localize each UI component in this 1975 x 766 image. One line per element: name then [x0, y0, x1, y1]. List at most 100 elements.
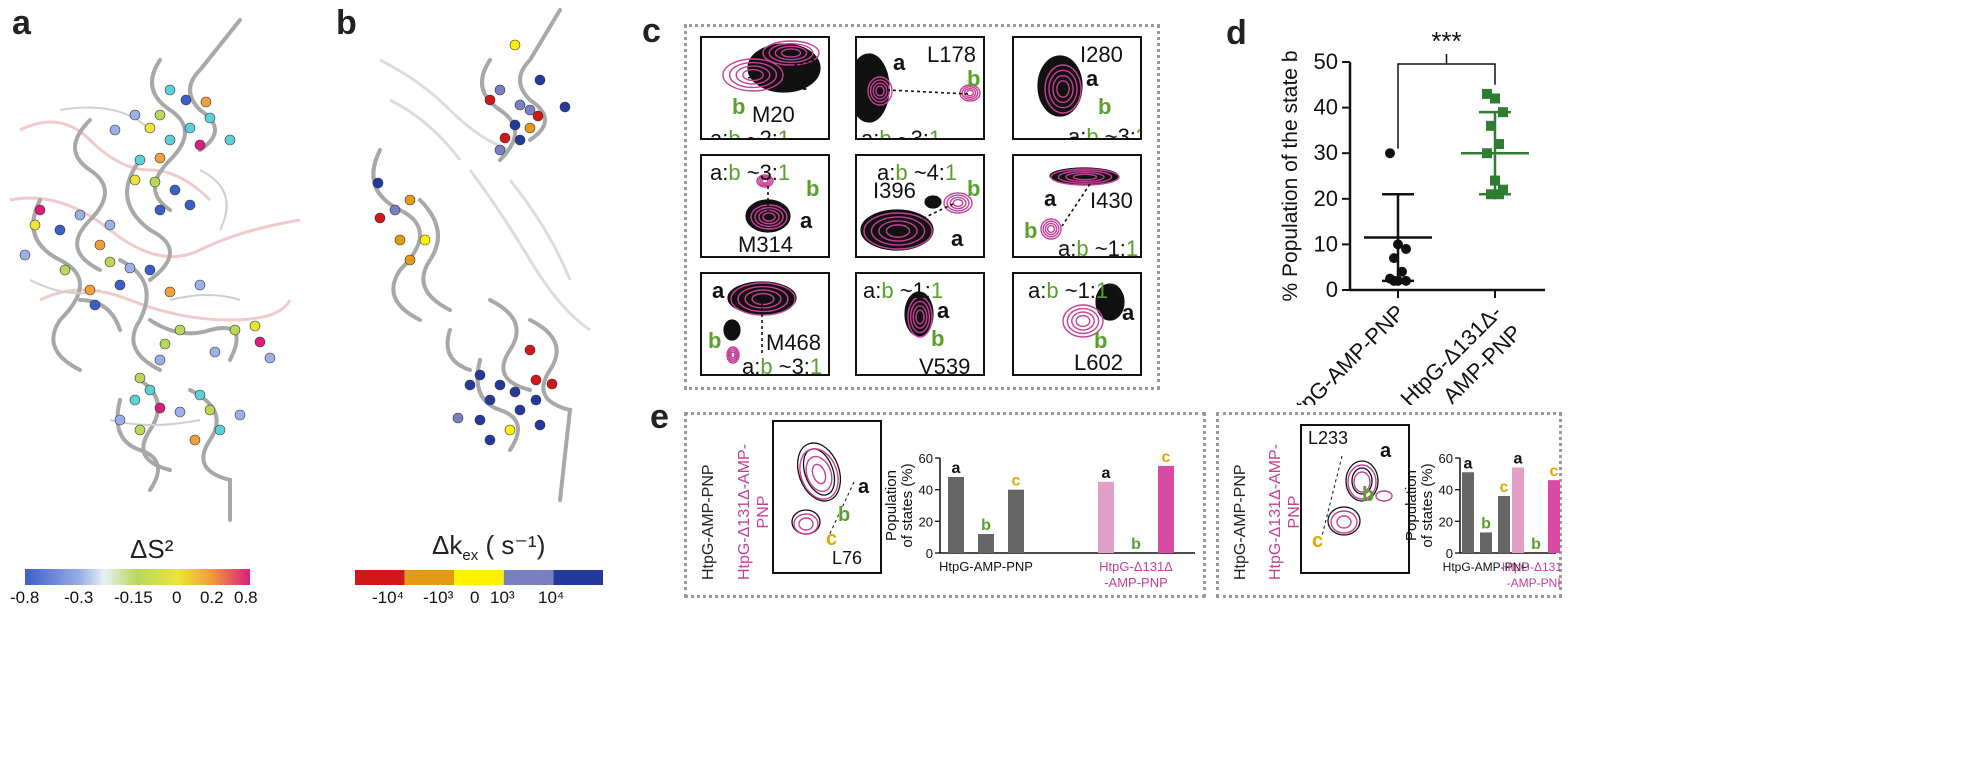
bar — [978, 534, 994, 553]
magenta-contour — [1075, 314, 1091, 328]
data-point — [1490, 175, 1500, 186]
magenta-contour — [761, 178, 769, 184]
magenta-contour — [750, 204, 788, 230]
e-right-state-a: a — [1380, 440, 1392, 462]
state-a-label: a — [951, 226, 964, 251]
bar — [1098, 481, 1114, 553]
bar-state-label: a — [1102, 465, 1111, 482]
ratio-label: a:b ~3:2 — [1068, 124, 1140, 140]
significance-bracket — [1397, 63, 1496, 149]
ratio-part: ~1: — [1088, 236, 1126, 258]
state-a-label: a — [1044, 186, 1057, 211]
magenta-contour — [728, 349, 738, 361]
nmr-cell-M468: M468 a b a:b ~3:1 — [700, 272, 830, 376]
magenta-contour — [912, 305, 928, 329]
nmr-cell-V539: V539 a b a:b ~1:1 — [855, 272, 985, 376]
nmr-cell-peaks — [860, 192, 973, 251]
magenta-contour — [1071, 311, 1095, 331]
magenta-contour — [1044, 222, 1058, 236]
ratio-part: ~3: — [1098, 124, 1136, 140]
ratio-part: a: — [1068, 124, 1087, 140]
ratio-part: 2 — [1136, 124, 1140, 138]
ratio-label: a:b ~4:1 — [877, 160, 957, 186]
y-tick-label: 60 — [919, 451, 933, 466]
magenta-contour — [1065, 171, 1105, 183]
e-left-residue: L76 — [832, 548, 863, 568]
ratio-part: b — [1076, 236, 1089, 258]
state-b-label: b — [806, 176, 820, 201]
magenta-contour — [1044, 64, 1082, 114]
state-a-label: a — [1122, 300, 1135, 325]
magenta-contour — [885, 224, 911, 238]
data-point — [1494, 139, 1504, 150]
e-right-black-label: HtpG-AMP-PNP — [1232, 464, 1249, 580]
significance-label: *** — [1431, 26, 1461, 56]
data-point — [1482, 148, 1492, 159]
residue-label: M468 — [766, 330, 822, 355]
nmr-cell-M20: M20 a b a:b ~2:1 — [700, 36, 830, 140]
ratio-part: b — [728, 126, 741, 140]
magenta-contour — [730, 351, 736, 359]
ratio-part: b — [760, 354, 773, 376]
ratio-part: a: — [861, 126, 880, 140]
state-b-label: b — [1024, 218, 1038, 243]
magenta-contour — [1040, 218, 1062, 240]
y-tick-label: 0 — [1446, 546, 1453, 561]
x-category-label: HtpG-AMP-PNP — [1279, 300, 1409, 405]
panel-b-scale-title-sub: ex — [462, 547, 479, 565]
magenta-contour — [909, 300, 931, 334]
magenta-contour — [768, 42, 814, 64]
magenta-contour — [758, 209, 780, 225]
e-left-spectrum — [772, 420, 882, 574]
magenta-contour — [961, 86, 979, 100]
panel-a-structure — [9, 18, 301, 522]
state-b-label: b — [708, 328, 722, 353]
black-contour — [725, 322, 739, 338]
data-point — [1490, 93, 1500, 104]
magenta-contour — [867, 76, 893, 106]
bar — [1462, 472, 1474, 553]
data-point — [1482, 88, 1492, 99]
data-point — [1385, 148, 1395, 159]
nmr-cell-peaks — [1040, 167, 1120, 240]
magenta-contour — [1052, 74, 1074, 104]
magenta-contour — [744, 289, 782, 309]
black-contour — [926, 197, 940, 207]
e-right-residue: L233 — [1308, 428, 1349, 448]
panel-d-chart: 0 10 20 30 40 50 % Population of the state b **… — [1279, 26, 1545, 405]
panel-e-letter: e — [650, 398, 669, 436]
magenta-contour — [758, 175, 772, 187]
nmr-cell-peaks — [1037, 55, 1083, 117]
y-tick-label: 20 — [919, 514, 933, 529]
residue-label: M20 — [752, 102, 795, 127]
panel-e-right-frame — [1216, 412, 1562, 598]
state-b-label: b — [1098, 94, 1112, 119]
nmr-cell-peaks — [1062, 283, 1125, 338]
y-tick-label: 30 — [1314, 140, 1338, 165]
ratio-part: ~3: — [772, 354, 810, 376]
y-tick-label: 40 — [919, 483, 933, 498]
state-b-label: b — [931, 326, 945, 351]
ratio-part: ~3: — [891, 126, 929, 140]
e-left-magenta-label: HtpG-Δ131Δ-AMP-PNP — [736, 443, 772, 581]
magenta-contour — [869, 79, 891, 103]
state-a-label: a — [800, 208, 813, 233]
y-axis-label-line2: of states (%) — [1419, 463, 1436, 547]
magenta-contour — [727, 348, 739, 362]
ratio-part: 1 — [930, 278, 944, 303]
y-tick-label: 20 — [1314, 186, 1338, 211]
ratio-part: a: — [1028, 278, 1047, 303]
e-left-black-label: HtpG-AMP-PNP — [700, 464, 717, 580]
data-point — [1486, 120, 1496, 131]
y-axis-label: % Population of the state b — [1279, 50, 1302, 301]
y-tick-label: 40 — [1439, 483, 1453, 498]
magenta-contour — [774, 45, 808, 61]
black-contour — [1049, 72, 1071, 100]
ratio-part: a: — [710, 160, 729, 185]
ratio-part: a: — [877, 160, 896, 185]
state-a-label: a — [937, 298, 950, 323]
residue-label: L602 — [1074, 350, 1123, 375]
nmr-cell-I396: I396 a b a:b ~4:1 — [855, 154, 985, 258]
black-contour — [727, 324, 737, 335]
data-point — [1486, 189, 1496, 200]
